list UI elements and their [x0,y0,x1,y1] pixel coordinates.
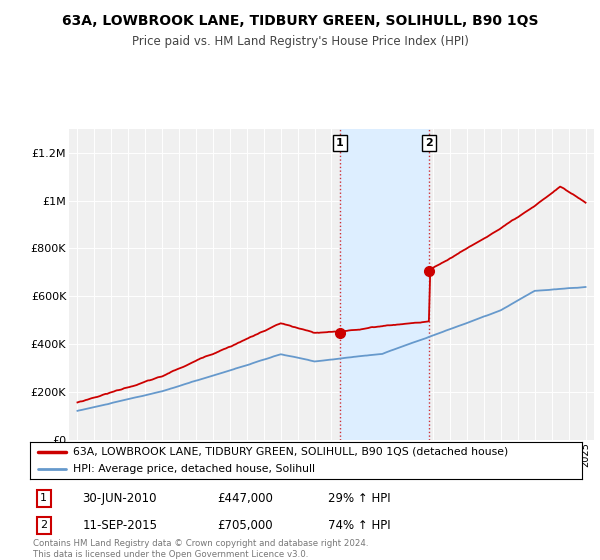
Text: 2: 2 [40,520,47,530]
Text: Price paid vs. HM Land Registry's House Price Index (HPI): Price paid vs. HM Land Registry's House … [131,35,469,48]
Text: 30-JUN-2010: 30-JUN-2010 [82,492,157,505]
Text: 1: 1 [336,138,344,148]
Text: 63A, LOWBROOK LANE, TIDBURY GREEN, SOLIHULL, B90 1QS: 63A, LOWBROOK LANE, TIDBURY GREEN, SOLIH… [62,14,538,28]
Text: 63A, LOWBROOK LANE, TIDBURY GREEN, SOLIHULL, B90 1QS (detached house): 63A, LOWBROOK LANE, TIDBURY GREEN, SOLIH… [73,446,508,456]
Text: 74% ↑ HPI: 74% ↑ HPI [328,519,391,532]
Text: Contains HM Land Registry data © Crown copyright and database right 2024.
This d: Contains HM Land Registry data © Crown c… [33,539,368,559]
Bar [340,129,429,440]
Text: 2: 2 [425,138,433,148]
Text: £705,000: £705,000 [218,519,274,532]
Text: 1: 1 [40,493,47,503]
Text: 29% ↑ HPI: 29% ↑ HPI [328,492,391,505]
Text: £447,000: £447,000 [218,492,274,505]
Text: 11-SEP-2015: 11-SEP-2015 [82,519,157,532]
Text: HPI: Average price, detached house, Solihull: HPI: Average price, detached house, Soli… [73,464,315,474]
